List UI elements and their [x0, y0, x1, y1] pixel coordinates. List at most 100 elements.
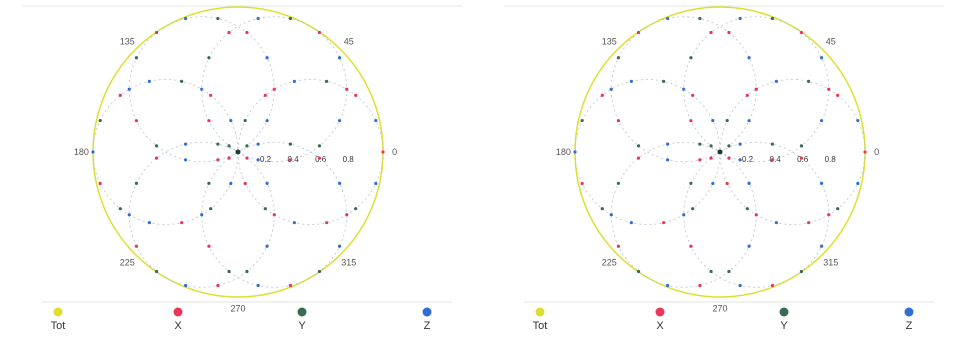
data-point-x [738, 16, 742, 21]
data-point-z [616, 56, 621, 60]
data-point-z [272, 87, 276, 91]
data-point-z [184, 16, 188, 21]
data-point-z [863, 150, 867, 154]
data-point-x [827, 87, 831, 91]
data-point-y [770, 283, 774, 288]
data-point-z [292, 221, 296, 225]
data-point-y [207, 181, 211, 185]
legend-marker-z [904, 307, 914, 317]
data-point-z [180, 221, 184, 225]
data-point-z [147, 221, 151, 225]
origin-point [717, 149, 723, 155]
data-point-z [263, 93, 267, 97]
data-point-x [337, 119, 342, 123]
angle-tick-label-135: 135 [602, 36, 617, 46]
legend-marker-y [779, 307, 789, 317]
legend-marker-tot [53, 307, 63, 317]
radial-tick-label-0.4: 0.4 [288, 155, 300, 164]
data-point-z [245, 144, 249, 148]
data-point-z [711, 181, 715, 186]
data-point-x [709, 144, 713, 148]
data-point-x [698, 142, 702, 146]
data-point-y [207, 244, 211, 248]
data-point-z [774, 79, 778, 83]
data-point-y [709, 156, 713, 160]
data-point-x [770, 158, 774, 162]
data-point-z [325, 79, 329, 83]
data-point-z [243, 118, 247, 123]
data-point-x [265, 181, 269, 185]
legend-label-y: Y [298, 320, 306, 332]
data-point-z [243, 181, 247, 186]
data-point-z [374, 118, 378, 123]
radial-tick-label-0.8: 0.8 [343, 155, 355, 164]
data-point-y [288, 283, 292, 288]
data-point-z [147, 79, 151, 83]
data-point-z [636, 144, 641, 148]
data-point-x [256, 16, 260, 21]
data-point-x [689, 56, 693, 60]
data-point-x [689, 119, 693, 123]
legend-label-tot: Tot [51, 320, 66, 332]
data-point-z [747, 119, 751, 123]
data-point-z [229, 181, 233, 186]
data-point-x [184, 142, 188, 146]
legend-label-x: X [174, 320, 182, 332]
data-point-x [609, 213, 613, 217]
angle-tick-label-45: 45 [826, 36, 836, 46]
data-point-x [317, 144, 322, 148]
data-point-z [725, 118, 729, 123]
data-point-x [754, 213, 758, 217]
data-point-y [682, 213, 686, 217]
origin-point [235, 149, 241, 155]
data-point-x [616, 244, 621, 248]
data-point-z [573, 150, 577, 154]
data-point-x [666, 283, 670, 288]
data-point-z [727, 30, 731, 35]
data-point-x [337, 56, 342, 60]
data-point-z [374, 181, 378, 186]
data-point-y [689, 244, 693, 248]
data-point-x [265, 244, 269, 248]
angle-tick-label-0: 0 [392, 147, 397, 157]
data-point-z [745, 93, 749, 97]
legend-marker-x [655, 307, 665, 317]
radial-tick-label-0.2: 0.2 [742, 155, 754, 164]
data-point-z [666, 16, 670, 21]
data-point-x [345, 87, 349, 91]
data-point-y [227, 156, 231, 160]
data-point-x [747, 181, 751, 185]
petal-curve-2 [128, 16, 275, 163]
data-point-z [600, 93, 604, 97]
data-point-y [317, 156, 322, 160]
data-point-y [337, 244, 342, 248]
angle-tick-label-270: 270 [230, 304, 245, 314]
data-point-z [725, 181, 729, 186]
data-point-x [245, 156, 249, 160]
data-point-y [200, 213, 204, 217]
data-point-z [127, 87, 131, 91]
data-point-z [754, 87, 758, 91]
data-point-x [127, 213, 131, 217]
data-point-z [691, 207, 695, 211]
data-point-x [770, 16, 774, 21]
data-point-z [836, 207, 840, 211]
data-point-y [827, 213, 831, 217]
data-point-z [727, 144, 731, 148]
data-point-x [666, 142, 670, 146]
data-point-x [256, 158, 260, 162]
data-point-z [292, 79, 296, 83]
data-point-z [216, 16, 220, 21]
data-point-z [118, 93, 122, 97]
data-point-x [317, 30, 322, 35]
data-point-z [325, 221, 329, 225]
data-point-y [799, 269, 804, 274]
angle-tick-label-135: 135 [120, 36, 135, 46]
data-point-x [819, 56, 824, 60]
legend-marker-y [297, 307, 307, 317]
data-point-x [727, 156, 731, 160]
data-point-x [207, 56, 211, 60]
